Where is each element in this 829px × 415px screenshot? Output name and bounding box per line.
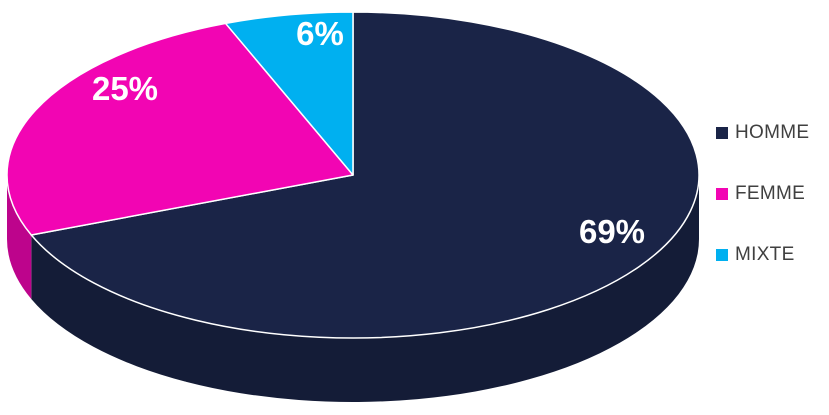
legend-item-homme: HOMME (716, 118, 809, 148)
pie-slice-homme (30, 11, 700, 339)
legend-swatch-femme (716, 188, 728, 200)
pie-slice-mixte (224, 11, 354, 176)
legend: HOMME FEMME MIXTE (716, 118, 809, 301)
pie-slice-femme (6, 22, 354, 236)
data-label-homme: 69% (579, 213, 645, 250)
legend-item-femme: FEMME (716, 179, 809, 209)
data-label-femme: 25% (92, 70, 158, 107)
pie-side-homme (31, 175, 699, 403)
legend-swatch-homme (716, 127, 728, 139)
data-label-mixte: 6% (296, 15, 344, 52)
legend-label-mixte: MIXTE (735, 244, 795, 265)
legend-label-homme: HOMME (735, 122, 810, 143)
legend-item-mixte: MIXTE (716, 240, 809, 270)
pie-slices (6, 11, 700, 339)
legend-label-femme: FEMME (735, 183, 806, 204)
legend-swatch-mixte (716, 249, 728, 261)
pie-chart: 69% 25% 6% (6, 11, 700, 403)
pie-data-labels: 69% 25% 6% (92, 15, 645, 250)
